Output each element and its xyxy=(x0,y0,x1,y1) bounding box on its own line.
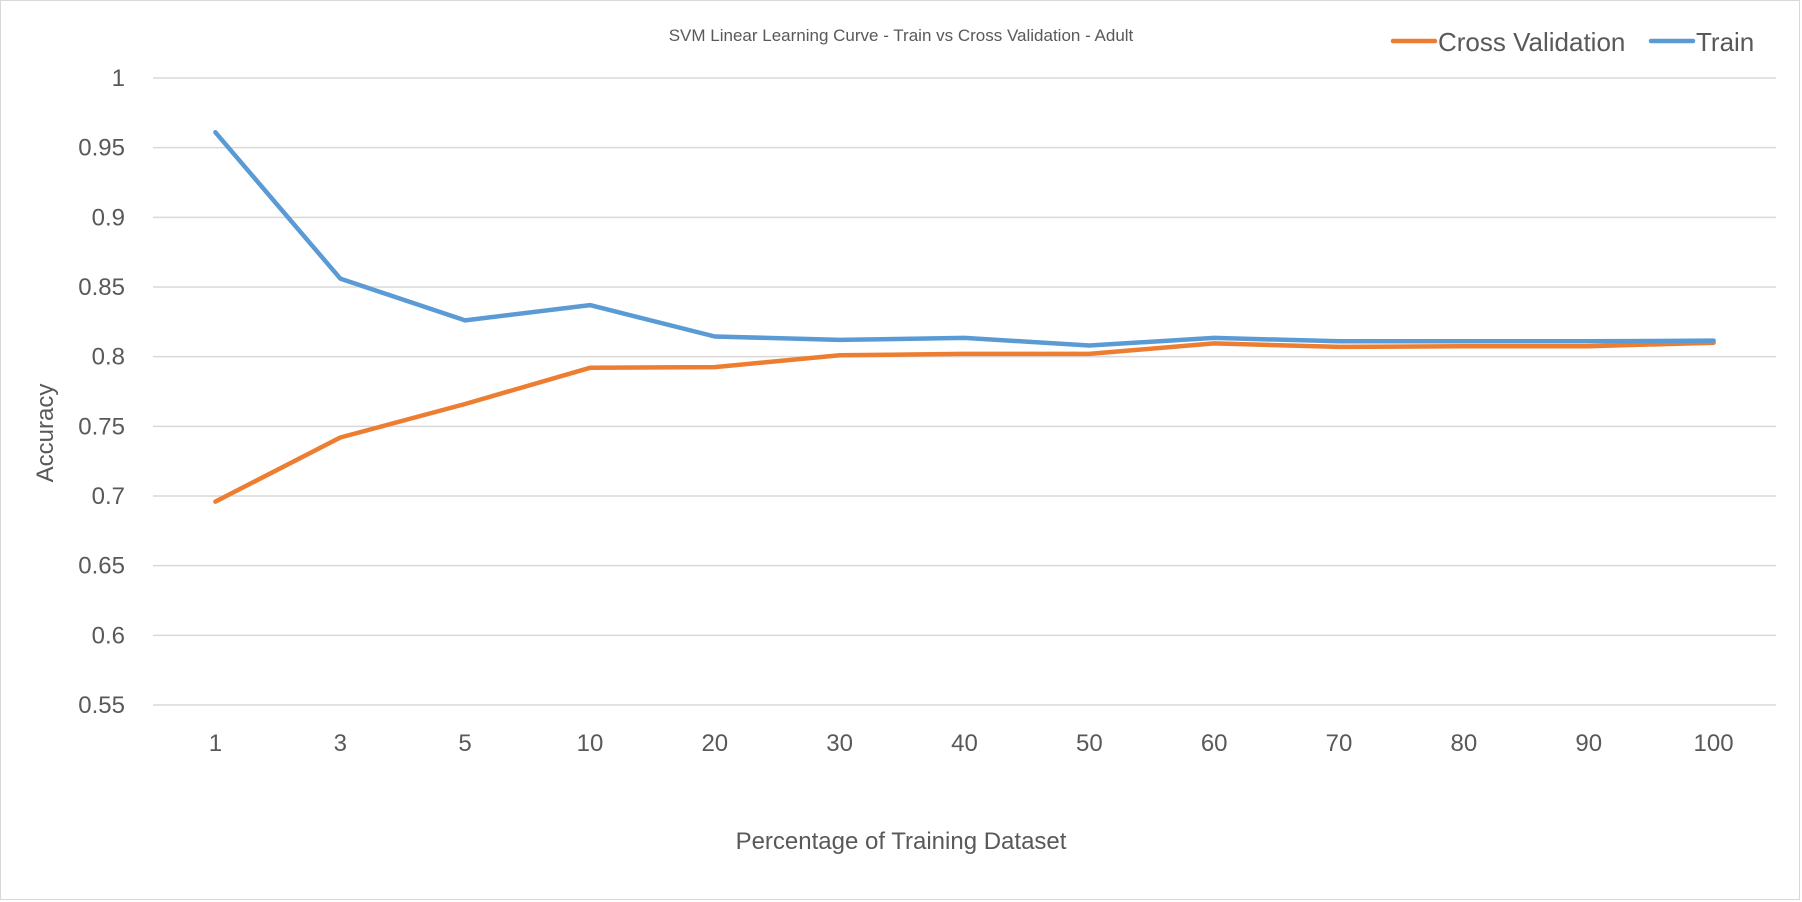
x-tick-label: 20 xyxy=(701,730,728,757)
y-tick-label: 0.9 xyxy=(92,204,125,231)
series-lines xyxy=(213,130,1716,504)
chart-title: SVM Linear Learning Curve - Train vs Cro… xyxy=(669,26,1134,45)
y-tick-label: 0.8 xyxy=(92,344,125,371)
legend-item-cross-validation: Cross Validation xyxy=(1390,27,1625,57)
x-tick-label: 5 xyxy=(458,730,471,757)
x-tick-label: 3 xyxy=(334,730,347,757)
y-axis-tick-labels: 0.55 0.6 0.65 0.7 0.75 0.8 0.85 0.9 0.95 1 xyxy=(78,65,125,719)
legend: Cross Validation Train xyxy=(1390,27,1754,57)
x-tick-label: 10 xyxy=(577,730,604,757)
y-tick-label: 0.65 xyxy=(78,553,125,580)
x-tick-label: 80 xyxy=(1451,730,1478,757)
series-line-cross-validation xyxy=(213,340,1716,504)
x-axis-title: Percentage of Training Dataset xyxy=(736,828,1067,855)
gridlines xyxy=(153,77,1776,706)
x-tick-label: 30 xyxy=(826,730,853,757)
legend-label: Cross Validation xyxy=(1438,27,1625,57)
x-axis-tick-labels: 1 3 5 10 20 30 40 50 60 70 80 90 100 xyxy=(209,730,1734,757)
series-line-train xyxy=(213,130,1716,348)
y-tick-label: 0.55 xyxy=(78,692,125,719)
legend-item-train: Train xyxy=(1648,27,1754,57)
y-tick-label: 1 xyxy=(112,65,125,92)
x-tick-label: 90 xyxy=(1575,730,1602,757)
y-tick-label: 0.75 xyxy=(78,413,125,440)
y-tick-label: 0.95 xyxy=(78,135,125,162)
x-tick-label: 60 xyxy=(1201,730,1228,757)
y-tick-label: 0.6 xyxy=(92,622,125,649)
y-tick-label: 0.7 xyxy=(92,483,125,510)
x-tick-label: 50 xyxy=(1076,730,1103,757)
x-tick-label: 40 xyxy=(951,730,978,757)
y-axis-title: Accuracy xyxy=(32,384,59,483)
x-tick-label: 70 xyxy=(1326,730,1353,757)
legend-label: Train xyxy=(1696,27,1754,57)
y-tick-label: 0.85 xyxy=(78,274,125,301)
x-tick-label: 1 xyxy=(209,730,222,757)
x-tick-label: 100 xyxy=(1694,730,1734,757)
